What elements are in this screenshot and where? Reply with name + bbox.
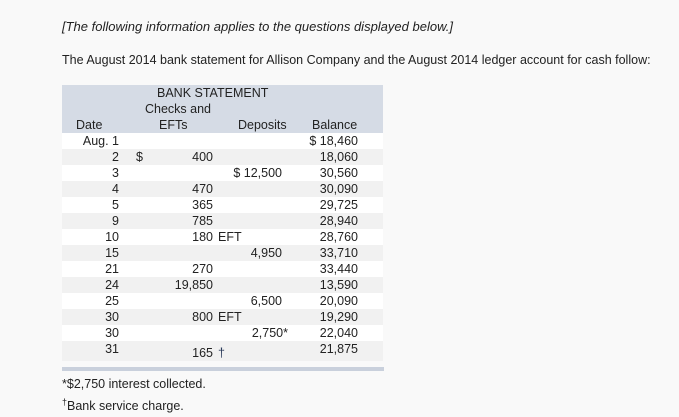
cell-deposit: 4,950 — [250, 246, 282, 260]
table-row: 30 800 EFT 19,290 — [62, 309, 383, 325]
cell-balance: 28,760 — [319, 230, 358, 244]
table-header: BANK STATEMENT Checks and Date EFTs Depo… — [62, 85, 383, 133]
cell-date: 2 — [112, 150, 119, 164]
col-header-checks-line1: Checks and — [145, 102, 212, 116]
cell-dollar-sign: $ — [136, 150, 143, 164]
cell-balance: 18,060 — [319, 150, 358, 164]
table-title: BANK STATEMENT — [157, 86, 269, 100]
cell-balance: 30,090 — [319, 182, 358, 196]
cell-balance: 28,940 — [319, 214, 358, 228]
cell-balance: 20,090 — [319, 294, 358, 308]
table-row: 2 $ 400 18,060 — [62, 149, 383, 165]
problem-statement: The August 2014 bank statement for Allis… — [62, 53, 651, 67]
cell-balance: 33,710 — [319, 246, 358, 260]
cell-date: 30 — [105, 310, 119, 324]
cell-date: 10 — [105, 230, 119, 244]
col-header-balance: Balance — [312, 118, 358, 132]
cell-date: Aug. 1 — [82, 134, 119, 148]
cell-date: 21 — [105, 262, 119, 276]
cell-balance: 13,590 — [319, 278, 358, 292]
cell-note: EFT — [218, 230, 242, 244]
table-row: 10 180 EFT 28,760 — [62, 229, 383, 245]
footnote-service-charge: †Bank service charge. — [62, 397, 184, 413]
cell-balance: 29,725 — [319, 198, 358, 212]
footnote-service-text: Bank service charge. — [67, 399, 184, 413]
cell-note: EFT — [218, 310, 242, 324]
cell-check: 270 — [192, 262, 213, 276]
cell-date: 9 — [112, 214, 119, 228]
table-row: 30 2,750* 22,040 — [62, 325, 383, 341]
col-header-date: Date — [76, 118, 103, 132]
footnote-interest: *$2,750 interest collected. — [62, 377, 206, 391]
cell-date: 25 — [105, 294, 119, 308]
table-row: 4 470 30,090 — [62, 181, 383, 197]
table-row: 9 785 28,940 — [62, 213, 383, 229]
cell-balance: 33,440 — [319, 262, 358, 276]
cell-check: 800 — [192, 310, 213, 324]
table-row: 3 $ 12,500 30,560 — [62, 165, 383, 181]
cell-date: 5 — [112, 198, 119, 212]
table-row: 21 270 33,440 — [62, 261, 383, 277]
table-row: Aug. 1 $ 18,460 — [62, 133, 383, 149]
cell-check: 19,850 — [174, 278, 213, 292]
table-row: 24 19,850 13,590 — [62, 277, 383, 293]
bank-statement-table: BANK STATEMENT Checks and Date EFTs Depo… — [62, 85, 383, 361]
cell-deposit: $ 12,500 — [233, 166, 282, 180]
dagger-mark: † — [218, 346, 225, 360]
cell-check: 165 — [192, 346, 213, 360]
cell-date: 4 — [112, 182, 119, 196]
cell-balance: 21,875 — [319, 342, 358, 356]
table-row: 15 4,950 33,710 — [62, 245, 383, 261]
table-end-bar — [62, 367, 384, 371]
cell-date: 15 — [105, 246, 119, 260]
cell-date: 31 — [105, 342, 119, 356]
cell-check: 365 — [192, 198, 213, 212]
cell-check: 180 — [192, 230, 213, 244]
table-row: 31 165 † 21,875 — [62, 341, 383, 361]
cell-deposit: 2,750* — [251, 326, 288, 340]
table-row: 5 365 29,725 — [62, 197, 383, 213]
cell-date: 30 — [105, 326, 119, 340]
cell-check: 785 — [192, 214, 213, 228]
intro-note: [The following information applies to th… — [62, 19, 453, 34]
col-header-checks-line2: EFTs — [159, 118, 188, 132]
cell-check: 470 — [192, 182, 213, 196]
cell-balance: 30,560 — [319, 166, 358, 180]
table-row: 25 6,500 20,090 — [62, 293, 383, 309]
dagger-mark: † — [62, 397, 68, 407]
cell-balance: $ 18,460 — [309, 134, 358, 148]
col-header-deposits: Deposits — [238, 118, 287, 132]
cell-date: 24 — [105, 278, 119, 292]
cell-balance: 22,040 — [319, 326, 358, 340]
cell-deposit: 6,500 — [250, 294, 282, 308]
cell-date: 3 — [112, 166, 119, 180]
cell-check: 400 — [192, 150, 213, 164]
cell-balance: 19,290 — [319, 310, 358, 324]
